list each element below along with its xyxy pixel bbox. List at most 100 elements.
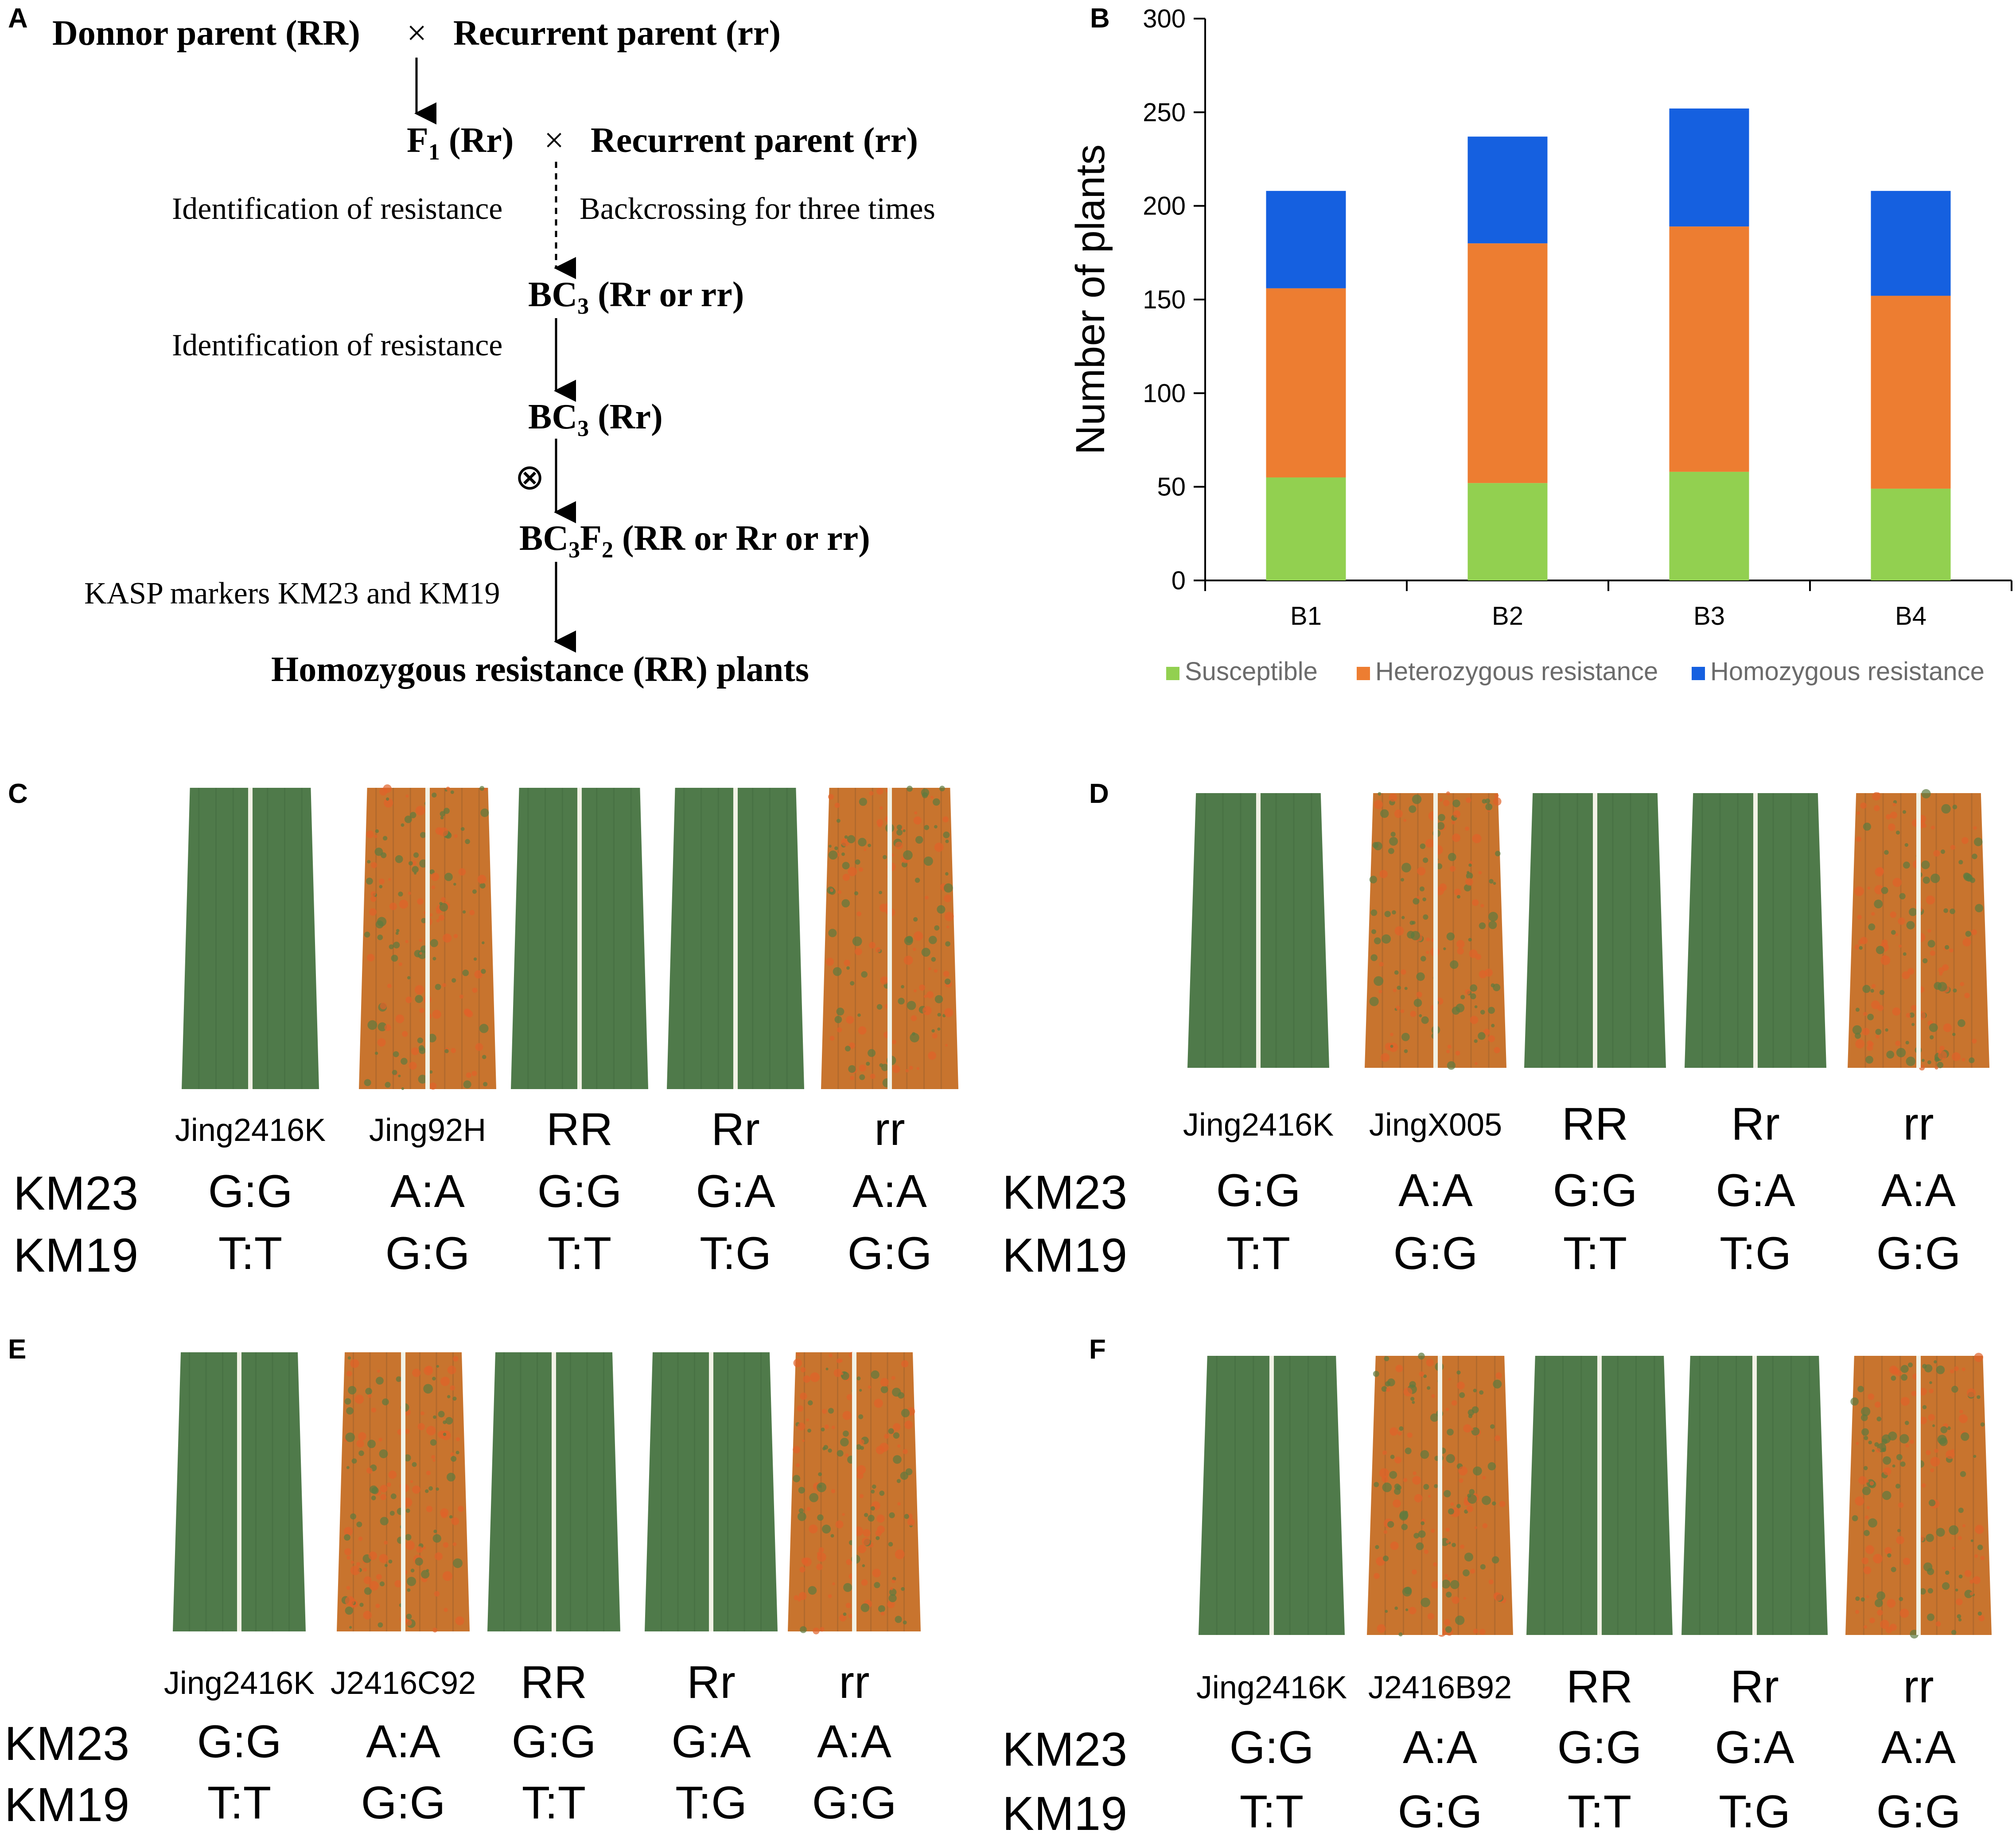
rust-spot (846, 966, 850, 970)
rust-spot (1955, 1588, 1958, 1592)
flowchart-arrows (414, 58, 576, 653)
rust-spot (1876, 867, 1884, 875)
rust-spot (440, 816, 444, 820)
rust-spot (479, 1024, 489, 1033)
rust-spot (1451, 821, 1455, 825)
rust-spot (405, 1534, 412, 1541)
rust-spot (1866, 1044, 1873, 1051)
rust-spot (1896, 1454, 1903, 1460)
rust-spot (904, 1514, 909, 1519)
leaf-midrib (1916, 1356, 1921, 1635)
rust-spot (1379, 1468, 1389, 1478)
rust-spot (1939, 1046, 1945, 1051)
km23-genotype: A:A (1881, 1165, 1956, 1216)
rust-spot (449, 1515, 453, 1519)
rust-spot (1420, 843, 1426, 849)
rust-spot (854, 891, 859, 895)
rust-spot (406, 1614, 412, 1619)
rust-spot (1876, 1448, 1881, 1453)
rust-spot (393, 1051, 399, 1057)
leaf-midrib (237, 1352, 241, 1631)
rust-spot (1459, 1478, 1463, 1483)
rust-spot (1470, 1016, 1479, 1024)
rust-spot (861, 1579, 868, 1586)
rust-spot (1448, 852, 1456, 861)
column-label: rr (874, 1104, 905, 1155)
rust-spot (1859, 946, 1863, 950)
rust-spot (1393, 1499, 1401, 1508)
panel-a-letter: A (8, 3, 28, 34)
rust-spot (379, 885, 383, 888)
rust-spot (1939, 1437, 1948, 1446)
rust-spot (444, 1607, 448, 1612)
leaf-image-rr (1848, 789, 1989, 1070)
rust-spot (1412, 794, 1422, 804)
rust-spot (1450, 1580, 1459, 1589)
rust-spot (858, 867, 864, 872)
rust-spot (1892, 802, 1896, 806)
rust-spot (934, 969, 938, 973)
rust-spot (1947, 1426, 1951, 1430)
rust-spot (371, 1407, 376, 1413)
rust-spot (1401, 969, 1406, 975)
rust-spot (901, 1409, 910, 1417)
rust-spot (1933, 850, 1940, 857)
km19-genotype: T:T (1239, 1786, 1304, 1837)
rust-spot (365, 1388, 372, 1395)
rust-spot (429, 1070, 433, 1074)
rust-spot (1452, 1006, 1460, 1015)
legend-item-susceptible: Susceptible (1166, 657, 1318, 686)
column-label: Rr (687, 1657, 736, 1708)
rust-spot (1942, 1582, 1950, 1590)
rust-spot (1466, 797, 1471, 803)
rust-spot (421, 918, 427, 923)
rust-spot (366, 1467, 373, 1474)
leaf-image-rr (511, 788, 648, 1089)
rust-spot (479, 883, 486, 889)
rust-spot (1861, 1428, 1869, 1436)
rust-spot (1963, 873, 1972, 881)
rust-spot (1966, 1388, 1976, 1397)
rust-spot (1880, 1619, 1889, 1629)
rust-spot (445, 1417, 453, 1425)
rust-spot (921, 948, 930, 957)
column-label: J2416B92 (1368, 1670, 1512, 1705)
leaf-image-rr (1526, 1356, 1673, 1635)
rust-spot (903, 829, 906, 833)
rust-spot (1919, 1588, 1926, 1595)
rust-spot (806, 1506, 811, 1511)
rust-spot (1899, 1608, 1909, 1618)
rust-spot (835, 1520, 844, 1529)
rust-spot (1944, 945, 1950, 950)
rust-spot (1452, 1596, 1459, 1604)
rust-spot (913, 816, 922, 825)
rust-spot (1896, 1536, 1904, 1545)
rust-spot (442, 983, 446, 987)
rust-spot (944, 978, 951, 985)
rust-spot (877, 1525, 885, 1534)
rust-spot (1467, 871, 1470, 874)
leaf-image-rr (487, 1352, 620, 1631)
rust-spot (392, 1070, 397, 1075)
rust-spot (813, 1627, 820, 1635)
rust-spot (822, 1409, 827, 1414)
rust-spot (1855, 1496, 1864, 1506)
rust-spot (937, 905, 946, 914)
rust-spot (856, 1376, 861, 1381)
rust-spot (1482, 1495, 1491, 1505)
rust-spot (889, 1512, 895, 1518)
rust-spot (1443, 947, 1446, 950)
km23-genotype: G:G (197, 1716, 282, 1767)
rust-spot (924, 1008, 927, 1011)
rust-spot (1885, 814, 1891, 820)
rust-spot (458, 1506, 464, 1512)
rust-spot (870, 1074, 876, 1079)
rust-spot (793, 1446, 800, 1454)
rust-spot (923, 856, 933, 866)
rust-spot (444, 1049, 449, 1054)
rust-spot (1381, 1053, 1390, 1062)
rust-spot (931, 957, 936, 962)
rust-spot (816, 1564, 823, 1570)
bar-B2-homozygous-resistance (1467, 136, 1548, 244)
rust-spot (345, 1606, 354, 1615)
